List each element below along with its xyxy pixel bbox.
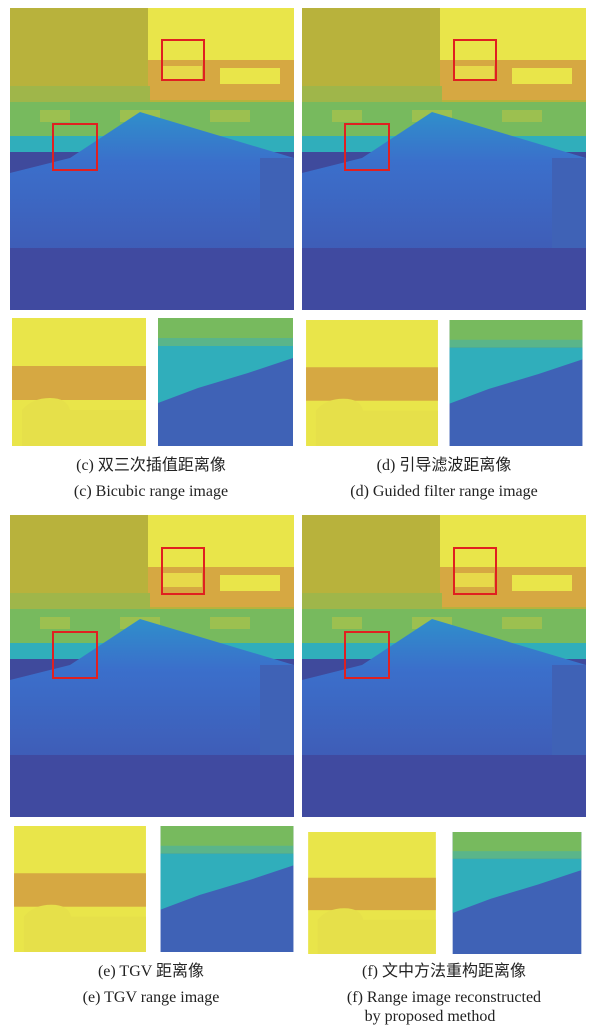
panel-f: (f) 文中方法重构距离像 (f) Range image reconstruc… (302, 515, 586, 1025)
caption-zh: (c) 双三次插值距离像 (76, 456, 226, 474)
caption-en: (f) Range image reconstructed (347, 989, 541, 1006)
caption-zh: (e) TGV 距离像 (98, 962, 204, 980)
caption-zh: (f) 文中方法重构距离像 (362, 962, 526, 980)
panel-e: (e) TGV 距离像 (e) TGV range image (10, 515, 294, 1006)
panel-d: (d) 引导滤波距离像 (d) Guided filter range imag… (302, 8, 586, 500)
caption-zh: (d) 引导滤波距离像 (377, 456, 512, 474)
caption-en: by proposed method (365, 1008, 496, 1025)
caption-en: (d) Guided filter range image (350, 483, 537, 500)
caption-en: (c) Bicubic range image (74, 483, 228, 500)
caption-en: (e) TGV range image (83, 989, 220, 1006)
panel-c: (c) 双三次插值距离像 (c) Bicubic range image (10, 8, 294, 500)
